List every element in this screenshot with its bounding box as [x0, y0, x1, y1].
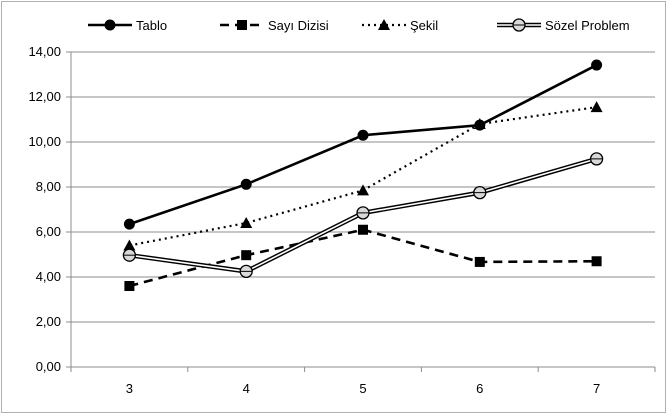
- data-point-series-3: [357, 184, 369, 196]
- x-tick-label: 6: [476, 381, 483, 396]
- y-tick-label: 10,00: [28, 134, 61, 149]
- legend-label-4: Sözel Problem: [545, 18, 630, 33]
- data-point-series-1: [240, 178, 252, 190]
- series-line-3: [129, 106, 597, 247]
- y-tick-label: 8,00: [36, 179, 61, 194]
- legend-marker-1: [104, 19, 116, 31]
- data-point-series-2: [591, 256, 602, 267]
- legend-label-2: Sayı Dizisi: [268, 18, 329, 33]
- y-tick-label: 2,00: [36, 314, 61, 329]
- series-line-2: [129, 228, 597, 288]
- x-tick-label: 7: [593, 381, 600, 396]
- data-point-series-3: [123, 239, 136, 251]
- data-point-series-3: [473, 118, 486, 129]
- data-point-series-3: [590, 101, 603, 113]
- data-point-series-1: [123, 218, 135, 230]
- legend-label-3: Şekil: [410, 18, 438, 33]
- legend-marker-3: [378, 19, 390, 30]
- data-point-series-1: [357, 129, 369, 141]
- series-line-1: [128, 63, 598, 226]
- data-point-series-2: [241, 250, 252, 261]
- y-tick-label: 4,00: [36, 269, 61, 284]
- y-tick-label: 0,00: [36, 359, 61, 374]
- data-point-series-2: [474, 256, 485, 267]
- legend-marker-2: [237, 20, 247, 30]
- y-tick-label: 6,00: [36, 224, 61, 239]
- data-point-series-1: [591, 59, 603, 71]
- x-tick-label: 4: [243, 381, 250, 396]
- data-point-series-3: [240, 217, 253, 228]
- legend-label-1: Tablo: [136, 18, 167, 33]
- y-tick-label: 12,00: [28, 89, 61, 104]
- x-tick-label: 5: [359, 381, 366, 396]
- data-point-series-2: [124, 281, 135, 291]
- x-tick-label: 3: [126, 381, 133, 396]
- data-point-series-2: [358, 224, 368, 235]
- y-tick-label: 14,00: [28, 44, 61, 59]
